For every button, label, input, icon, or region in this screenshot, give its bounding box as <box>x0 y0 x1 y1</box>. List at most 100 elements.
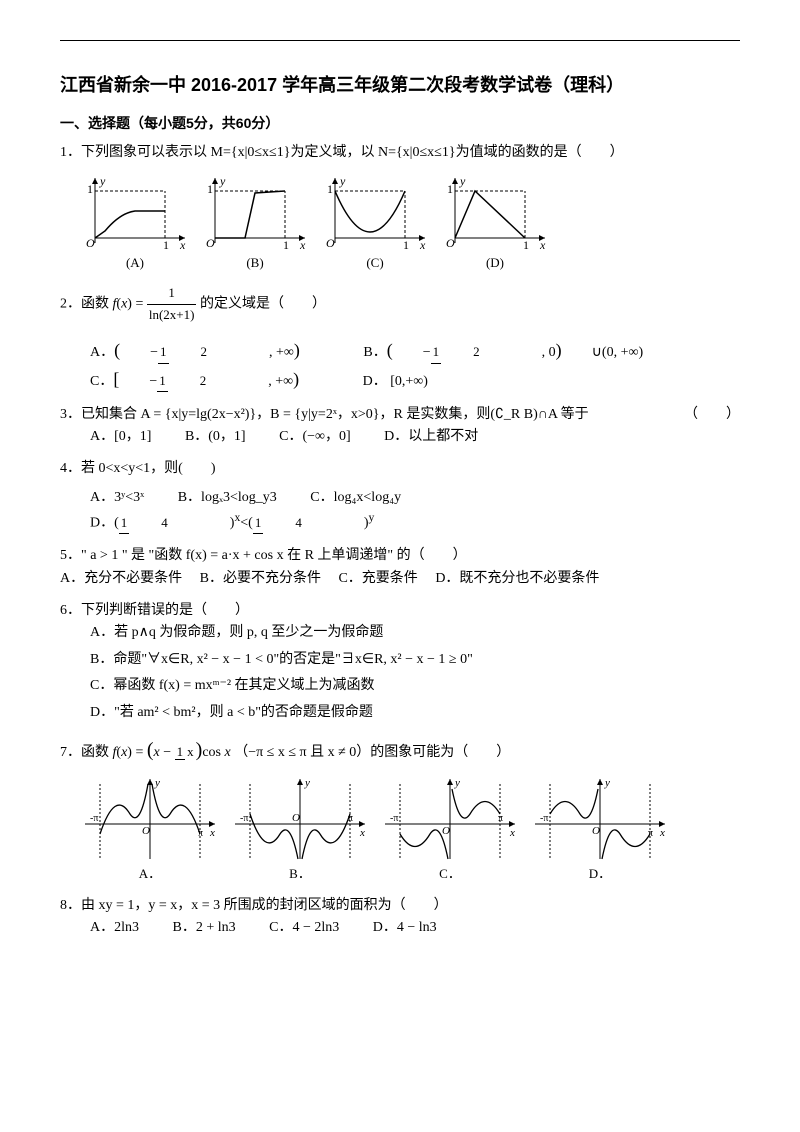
q1-text: 1．下列图象可以表示以 M={x|0≤x≤1}为定义域，以 N={x|0≤x≤1… <box>60 145 624 160</box>
q1-graph-c: 1 1 O x y (C) <box>320 173 430 274</box>
q3-optA: A．[0，1] <box>90 426 151 448</box>
q4-options: A．3ʸ<3ˣ B．logₓ3<log_y3 C．log₄x<log₄y D．(… <box>90 487 740 535</box>
q8-optA: A．2ln3 <box>90 917 139 939</box>
svg-text:O: O <box>292 812 300 824</box>
svg-text:-π: -π <box>540 813 548 824</box>
q5-optA: A．充分不必要条件 <box>60 571 182 586</box>
svg-text:x: x <box>659 827 665 839</box>
q7-graphs: -π π O x y A． -π π O x <box>80 774 740 885</box>
q7-formula: f(x) = (x − 1x)cos x <box>113 745 231 760</box>
q8-optB: B．2 + ln3 <box>173 917 236 939</box>
q2-frac-den: ln(2x+1) <box>147 305 197 326</box>
svg-text:-π: -π <box>390 813 398 824</box>
q5-options: A．充分不必要条件 B．必要不充分条件 C．充要条件 D．既不充分也不必要条件 <box>60 568 740 590</box>
q4-optD: D．(14)x<(14)y <box>90 509 374 535</box>
svg-text:O: O <box>206 236 215 250</box>
svg-text:1: 1 <box>207 182 213 196</box>
question-6: 6．下列判断错误的是（ ） A．若 p∧q 为假命题，则 p, q 至少之一为假… <box>60 600 740 724</box>
q1-graph-b: 1 1 O x y (B) <box>200 173 310 274</box>
svg-text:-π: -π <box>90 813 98 824</box>
q6-optB: B．命题"∀x∈R, x² − x − 1 < 0"的否定是"∃x∈R, x² … <box>90 649 740 671</box>
q1-graph-a: 1 1 O x y (A) <box>80 173 190 274</box>
svg-text:1: 1 <box>87 182 93 196</box>
q7-graph-a: -π π O x y A． <box>80 774 220 885</box>
svg-text:y: y <box>304 777 310 789</box>
q6-optD: D．"若 am² < bm²，则 a < b"的否命题是假命题 <box>90 702 740 724</box>
q1-graph-d: 1 1 O x y (D) <box>440 173 550 274</box>
q5-text: 5．" a > 1 " 是 "函数 f(x) = a·x + cos x 在 R… <box>60 545 740 567</box>
q5-optC: C．充要条件 <box>338 571 417 586</box>
q1-label-c: (C) <box>320 253 430 274</box>
svg-text:O: O <box>442 825 450 837</box>
q6-optC: C．幂函数 f(x) = mxᵐ⁻² 在其定义域上为减函数 <box>90 675 740 697</box>
q3-blank: （ ） <box>684 404 740 426</box>
svg-text:-π: -π <box>240 813 248 824</box>
q5-optD: D．既不充分也不必要条件 <box>435 571 599 586</box>
svg-text:x: x <box>299 238 306 252</box>
svg-text:O: O <box>446 236 455 250</box>
q8-options: A．2ln3 B．2 + ln3 C．4 − 2ln3 D．4 − ln3 <box>90 917 740 939</box>
q3-options: A．[0，1] B．(0，1] C．(−∞，0] D．以上都不对 <box>90 426 740 448</box>
svg-text:O: O <box>326 236 335 250</box>
q1-label-d: (D) <box>440 253 550 274</box>
section-header: 一、选择题（每小题5分，共60分） <box>60 112 740 134</box>
svg-text:y: y <box>604 777 610 789</box>
svg-text:y: y <box>154 777 160 789</box>
svg-text:1: 1 <box>163 238 169 252</box>
svg-text:y: y <box>219 174 226 188</box>
svg-text:1: 1 <box>327 182 333 196</box>
question-5: 5．" a > 1 " 是 "函数 f(x) = a·x + cos x 在 R… <box>60 545 740 590</box>
q2-options: A．(−12, +∞) B．(−12, 0)∪(0, +∞) C．[−12, +… <box>90 336 740 394</box>
q7-label-b: B． <box>230 864 370 885</box>
svg-text:x: x <box>419 238 426 252</box>
q8-text: 8．由 xy = 1，y = x，x = 3 所围成的封闭区域的面积为（ ） <box>60 895 740 917</box>
question-7: 7．函数 f(x) = (x − 1x)cos x （−π ≤ x ≤ π 且 … <box>60 734 740 885</box>
q2-optD: D． [0,+∞) <box>363 371 428 393</box>
q2-optB: B．(−12, 0)∪(0, +∞) <box>363 336 643 365</box>
q2-optC: C．[−12, +∞) <box>90 365 329 394</box>
q1-graphs: 1 1 O x y (A) 1 1 O x y <box>80 173 740 274</box>
svg-text:1: 1 <box>447 182 453 196</box>
svg-text:π: π <box>198 828 203 839</box>
svg-text:y: y <box>459 174 466 188</box>
q3-optC: C．(−∞，0] <box>279 426 351 448</box>
svg-text:π: π <box>498 813 503 824</box>
q6-optA: A．若 p∧q 为假命题，则 p, q 至少之一为假命题 <box>90 622 740 644</box>
q5-optB: B．必要不充分条件 <box>200 571 321 586</box>
q2-optA: A．(−12, +∞) <box>90 336 330 365</box>
q4-optA: A．3ʸ<3ˣ <box>90 487 144 509</box>
svg-text:O: O <box>86 236 95 250</box>
q7-tail: （−π ≤ x ≤ π 且 x ≠ 0）的图象可能为（ ） <box>234 745 510 760</box>
question-1: 1．下列图象可以表示以 M={x|0≤x≤1}为定义域，以 N={x|0≤x≤1… <box>60 142 740 273</box>
svg-text:O: O <box>142 825 150 837</box>
svg-text:π: π <box>348 813 353 824</box>
q8-optD: D．4 − ln3 <box>373 917 437 939</box>
question-8: 8．由 xy = 1，y = x，x = 3 所围成的封闭区域的面积为（ ） A… <box>60 895 740 940</box>
q8-optC: C．4 − 2ln3 <box>269 917 339 939</box>
svg-text:1: 1 <box>283 238 289 252</box>
q7-graph-d: -π π O x y D． <box>530 774 670 885</box>
svg-text:x: x <box>359 827 365 839</box>
svg-text:y: y <box>99 174 106 188</box>
svg-text:x: x <box>209 827 215 839</box>
q7-text: 7．函数 <box>60 745 113 760</box>
exam-title: 江西省新余一中 2016-2017 学年高三年级第二次段考数学试卷（理科） <box>60 71 740 100</box>
svg-text:1: 1 <box>523 238 529 252</box>
svg-text:1: 1 <box>403 238 409 252</box>
q4-text: 4．若 0<x<y<1，则( ) <box>60 458 740 480</box>
q3-text: 3．已知集合 A = {x|y=lg(2x−x²)}，B = {y|y=2ˣ，x… <box>60 407 589 422</box>
svg-text:x: x <box>539 238 546 252</box>
question-2: 2．函数 f(x) = 1 ln(2x+1) 的定义域是（ ） A．(−12, … <box>60 283 740 393</box>
page-top-rule <box>60 40 740 41</box>
svg-text:O: O <box>592 825 600 837</box>
svg-text:y: y <box>454 777 460 789</box>
question-4: 4．若 0<x<y<1，则( ) A．3ʸ<3ˣ B．logₓ3<log_y3 … <box>60 458 740 535</box>
q1-label-a: (A) <box>80 253 190 274</box>
q1-label-b: (B) <box>200 253 310 274</box>
q7-label-a: A． <box>80 864 220 885</box>
q2-fraction: 1 ln(2x+1) <box>147 283 197 326</box>
q4-optB: B．logₓ3<log_y3 <box>178 487 277 509</box>
q3-optD: D．以上都不对 <box>384 426 478 448</box>
q7-label-d: D． <box>530 864 670 885</box>
q3-optB: B．(0，1] <box>185 426 246 448</box>
